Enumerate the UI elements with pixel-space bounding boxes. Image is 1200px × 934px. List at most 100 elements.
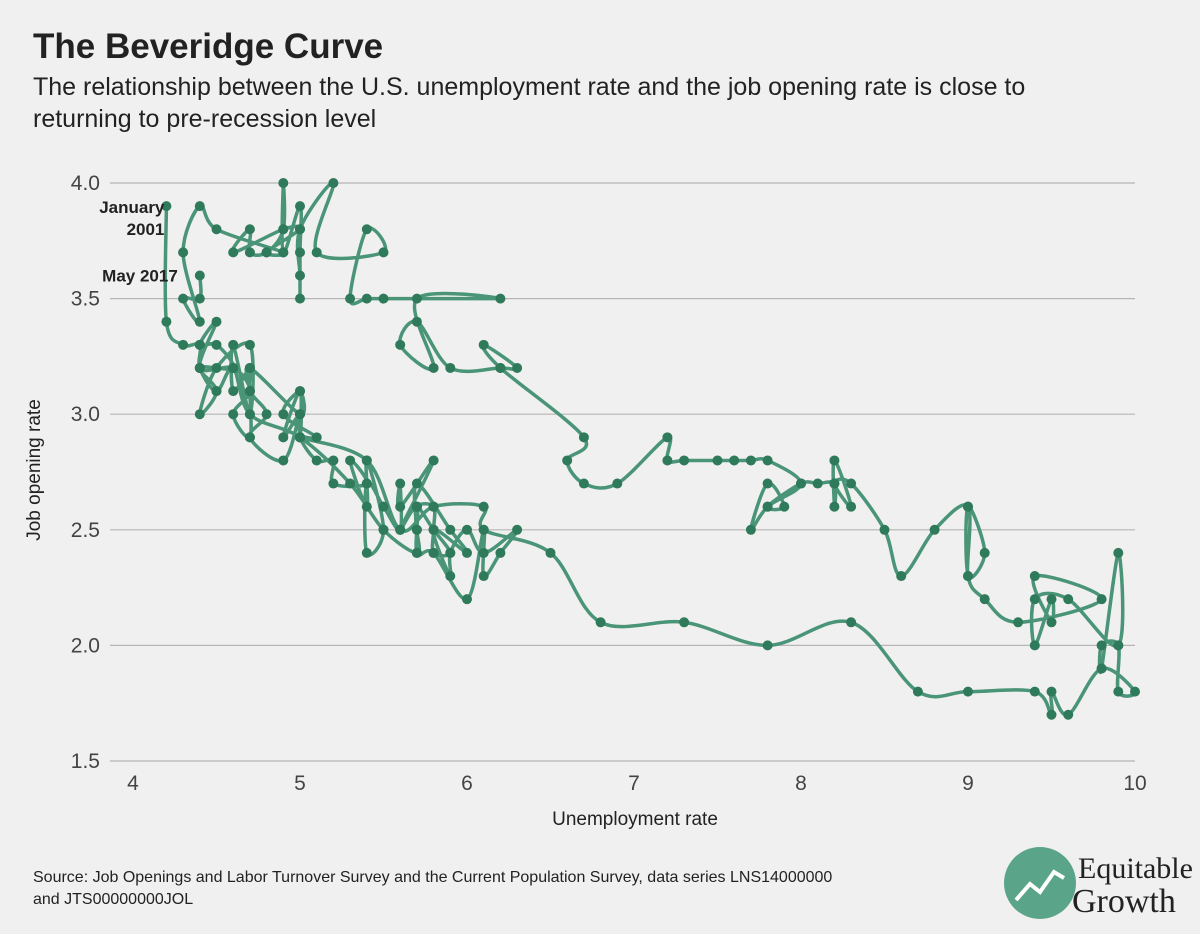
point (562, 455, 573, 466)
point (679, 455, 690, 466)
x-tick-label: 4 (127, 772, 139, 795)
point (244, 247, 255, 258)
point (1029, 594, 1040, 605)
point (361, 224, 372, 235)
point (194, 316, 205, 327)
point (378, 247, 389, 258)
point (278, 455, 289, 466)
point (411, 293, 422, 304)
point (1096, 663, 1107, 674)
point (378, 524, 389, 535)
y-tick-label: 3.0 (71, 403, 100, 426)
point (244, 339, 255, 350)
point (662, 432, 673, 443)
logo-text: Equitable (1078, 852, 1193, 885)
point (829, 478, 840, 489)
point (963, 571, 973, 582)
point (428, 501, 439, 512)
point (979, 594, 990, 605)
point (745, 455, 756, 466)
point (244, 432, 255, 443)
point (445, 524, 456, 535)
point (478, 501, 489, 512)
point (495, 362, 506, 373)
point (578, 432, 589, 443)
point (1113, 686, 1124, 697)
point (612, 478, 623, 489)
point (194, 409, 205, 420)
point (228, 409, 239, 420)
point (1046, 594, 1057, 605)
point (478, 547, 489, 558)
point (361, 455, 372, 466)
point (278, 432, 289, 443)
x-tick-label: 5 (294, 772, 306, 795)
point (178, 247, 189, 258)
point (194, 270, 205, 281)
point (1046, 617, 1057, 628)
point (278, 224, 289, 235)
point (462, 547, 472, 558)
logo-text: Growth (1072, 883, 1176, 920)
point (395, 339, 406, 350)
point (1063, 709, 1074, 720)
point (361, 478, 372, 489)
point (311, 432, 322, 443)
point (578, 478, 589, 489)
point (161, 316, 172, 327)
point (295, 247, 305, 258)
point (779, 501, 790, 512)
point (311, 455, 322, 466)
point (411, 547, 422, 558)
subtitle: returning to pre-recession level (33, 105, 376, 133)
point (194, 362, 205, 373)
point (729, 455, 740, 466)
point (211, 386, 222, 397)
point (411, 478, 422, 489)
point (963, 501, 973, 512)
y-tick-label: 2.5 (71, 519, 100, 542)
point (545, 547, 556, 558)
point (244, 362, 255, 373)
point (796, 478, 806, 489)
point (712, 455, 723, 466)
point (378, 293, 389, 304)
logo-icon (1014, 869, 1066, 902)
point (244, 224, 255, 235)
y-tick-label: 2.0 (71, 634, 100, 657)
point (261, 409, 272, 420)
point (478, 524, 489, 535)
point (979, 547, 990, 558)
point (395, 524, 406, 535)
point (896, 571, 907, 582)
point (846, 501, 857, 512)
point (328, 455, 339, 466)
point (295, 409, 305, 420)
point (228, 386, 239, 397)
point (462, 594, 472, 605)
point (1046, 709, 1057, 720)
annotation: 2001 (127, 220, 165, 239)
point (428, 547, 439, 558)
point (211, 224, 222, 235)
point (595, 617, 606, 628)
point (912, 686, 923, 697)
chart-title: The Beveridge Curve (33, 27, 383, 66)
point (829, 455, 840, 466)
point (345, 293, 356, 304)
point (211, 339, 222, 350)
point (411, 316, 422, 327)
point (295, 270, 305, 281)
point (762, 501, 773, 512)
point (762, 478, 773, 489)
source: and JTS00000000JOL (33, 891, 193, 908)
point (762, 455, 773, 466)
point (361, 501, 372, 512)
point (178, 293, 189, 304)
y-tick-label: 3.5 (71, 288, 100, 311)
point (228, 339, 239, 350)
point (261, 247, 272, 258)
point (345, 455, 356, 466)
x-tick-label: 9 (962, 772, 974, 795)
